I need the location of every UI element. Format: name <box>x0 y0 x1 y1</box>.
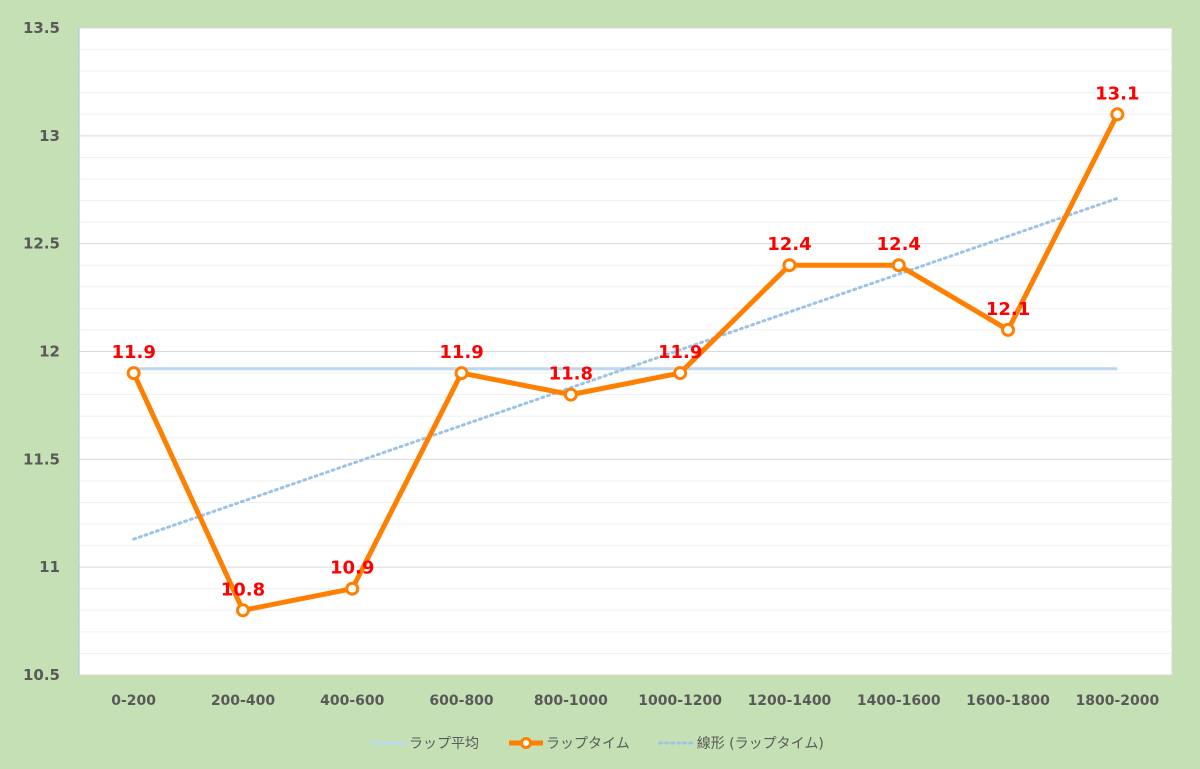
lap-time-marker <box>673 366 688 381</box>
x-tick-label: 0-200 <box>111 693 156 709</box>
legend-label: ラップ平均 <box>409 736 479 752</box>
y-tick-label: 11.5 <box>23 450 60 468</box>
x-tick-label: 800-1000 <box>534 693 608 709</box>
data-label: 10.8 <box>221 579 265 600</box>
data-label: 10.9 <box>330 558 374 579</box>
data-label: 12.4 <box>877 234 921 255</box>
lap-time-line <box>131 111 1120 613</box>
data-label: 12.1 <box>986 299 1030 320</box>
y-tick-label: 13.5 <box>23 19 60 37</box>
y-axis-tick-labels: 13.5 13 12.5 12 11.5 11 10.5 <box>23 19 60 684</box>
legend-label: 線形 (ラップタイム) <box>697 736 824 752</box>
x-axis-tick-labels: 0-200 200-400 400-600 600-800 800-1000 1000-1… <box>111 693 1159 709</box>
y-tick-label: 13 <box>39 127 60 145</box>
y-tick-label: 10.5 <box>23 666 60 684</box>
data-label: 11.9 <box>658 342 702 363</box>
y-tick-label: 11 <box>39 558 60 576</box>
legend-label: ラップタイム <box>546 736 630 752</box>
x-tick-label: 1000-1200 <box>638 693 722 709</box>
x-tick-label: 1800-2000 <box>1075 693 1159 709</box>
x-tick-label: 400-600 <box>320 693 385 709</box>
legend-lap-time-marker <box>520 737 532 749</box>
lap-time-marker <box>891 258 906 273</box>
x-tick-label: 1200-1400 <box>748 693 832 709</box>
lap-time-marker <box>563 387 578 402</box>
lap-time-marker <box>1001 322 1016 337</box>
data-label: 13.1 <box>1095 83 1139 104</box>
series <box>126 107 1125 618</box>
data-labels: 11.9 10.8 10.9 11.9 11.8 11.9 12.4 12.4 12.1 13.1 <box>111 83 1139 600</box>
lap-time-marker <box>345 581 360 596</box>
legend: ラップ平均 ラップタイム 線形 (ラップタイム) <box>372 736 824 752</box>
lap-time-marker <box>1110 107 1125 122</box>
y-tick-label: 12.5 <box>23 235 60 253</box>
x-tick-label: 600-800 <box>429 693 494 709</box>
x-tick-label: 200-400 <box>211 693 276 709</box>
lap-time-marker <box>454 366 469 381</box>
lap-time-marker <box>235 603 250 618</box>
gridlines <box>78 28 1172 675</box>
lap-time-marker <box>126 366 141 381</box>
data-label: 12.4 <box>767 234 811 255</box>
data-label: 11.9 <box>111 342 155 363</box>
data-label: 11.9 <box>439 342 483 363</box>
lap-time-marker <box>782 258 797 273</box>
y-tick-label: 12 <box>39 343 60 361</box>
trendline <box>132 196 1119 541</box>
x-tick-label: 1400-1600 <box>857 693 941 709</box>
data-label: 11.8 <box>549 364 593 385</box>
x-tick-label: 1600-1800 <box>966 693 1050 709</box>
